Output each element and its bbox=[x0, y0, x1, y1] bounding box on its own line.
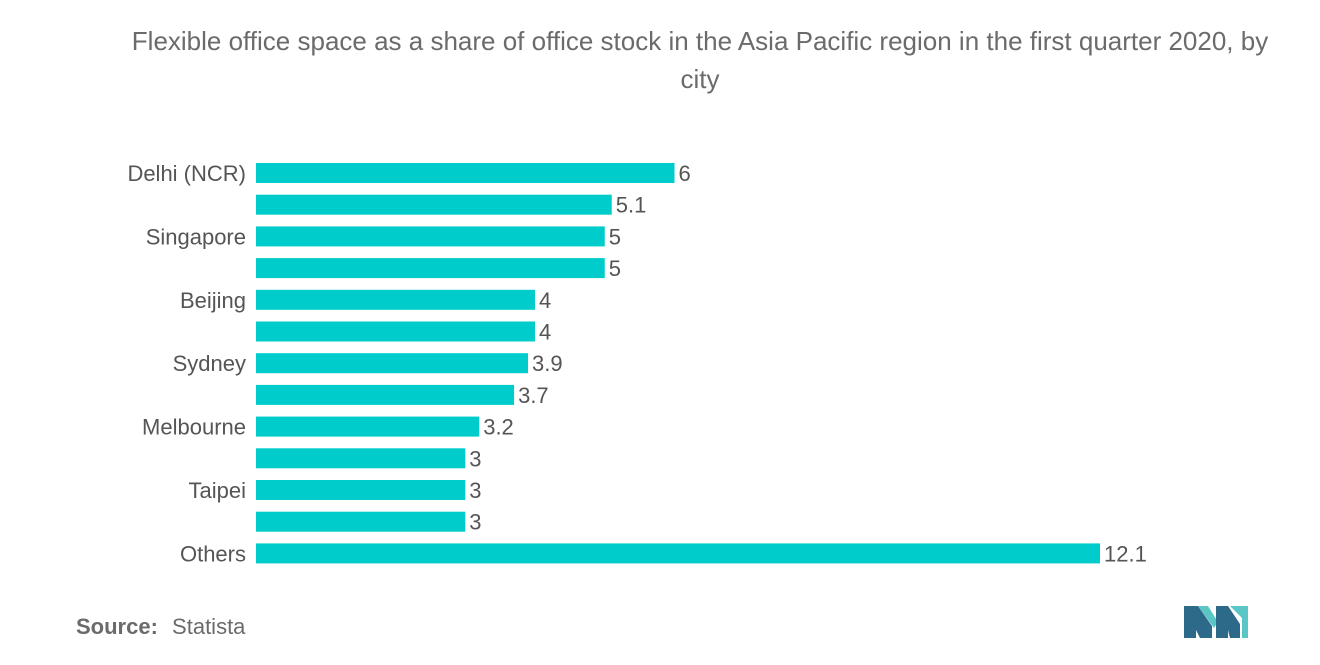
category-label: Beijing bbox=[180, 288, 246, 313]
source-note: Source: Statista bbox=[76, 614, 245, 640]
data-label: 4 bbox=[539, 288, 551, 313]
category-label: Delhi (NCR) bbox=[127, 161, 246, 186]
category-label: Sydney bbox=[173, 351, 246, 376]
data-label: 5 bbox=[609, 256, 621, 281]
data-label: 3.9 bbox=[532, 351, 563, 376]
data-label: 3 bbox=[469, 510, 481, 535]
bar-chart: 6 Delhi (NCR) 5.1 5 Singapore 5 4 Beijing 4 3.9 Sy… bbox=[127, 161, 1147, 566]
category-label: Others bbox=[180, 541, 246, 566]
bar bbox=[256, 480, 466, 500]
chart-title: Flexible office space as a share of offi… bbox=[131, 26, 1269, 94]
bar bbox=[256, 226, 605, 247]
mordor-intelligence-logo-icon bbox=[1184, 606, 1248, 638]
data-label: 3.2 bbox=[483, 415, 514, 440]
data-label: 3.7 bbox=[518, 383, 549, 408]
data-label: 5.1 bbox=[616, 193, 647, 218]
source-value: Statista bbox=[172, 614, 246, 639]
data-label: 12.1 bbox=[1104, 541, 1147, 566]
data-label: 4 bbox=[539, 320, 551, 345]
bar bbox=[256, 353, 529, 374]
data-label: 3 bbox=[469, 478, 481, 503]
bar bbox=[256, 289, 536, 310]
bar bbox=[256, 384, 515, 405]
category-label: Singapore bbox=[146, 224, 246, 249]
category-label: Taipei bbox=[189, 478, 246, 503]
bar bbox=[256, 416, 480, 437]
bar bbox=[256, 448, 466, 469]
category-label: Melbourne bbox=[142, 415, 246, 440]
bar bbox=[256, 543, 1100, 564]
bar bbox=[256, 194, 612, 215]
bar bbox=[256, 321, 536, 342]
bar bbox=[256, 163, 675, 183]
bar bbox=[256, 258, 605, 279]
data-label: 6 bbox=[679, 161, 691, 186]
data-label: 3 bbox=[469, 446, 481, 471]
data-label: 5 bbox=[609, 224, 621, 249]
source-label: Source: bbox=[76, 614, 158, 639]
bar bbox=[256, 511, 466, 532]
